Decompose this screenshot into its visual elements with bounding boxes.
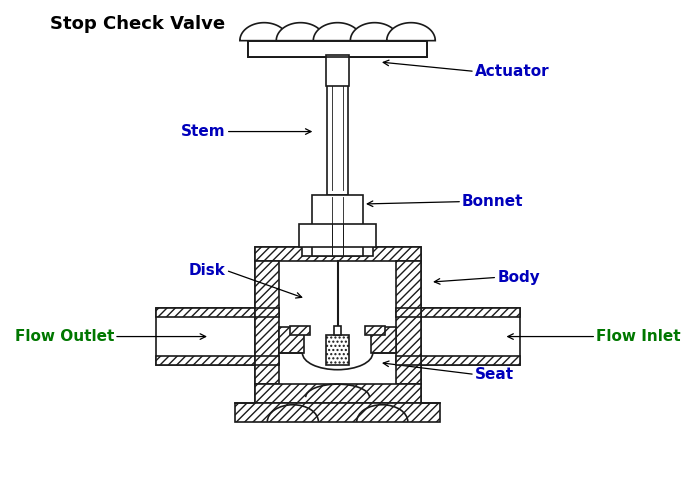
Bar [334,326,342,335]
Bar [299,224,376,247]
Text: Flow Outlet: Flow Outlet [15,329,114,344]
Bar [396,356,420,365]
Bar [371,327,396,353]
Polygon shape [387,23,435,41]
Bar [235,403,440,422]
Bar [156,308,255,317]
Polygon shape [313,23,362,41]
Text: Bonnet: Bonnet [462,194,523,209]
Bar [156,356,255,365]
Bar [420,356,520,365]
Text: Flow Inlet: Flow Inlet [596,329,681,344]
Bar [327,81,348,194]
Polygon shape [350,23,399,41]
Bar [365,326,386,335]
Text: Actuator: Actuator [475,64,549,79]
Bar [255,247,420,261]
Bar [396,261,420,384]
Bar [326,55,349,86]
Bar [420,308,520,317]
Bar [312,225,363,256]
Text: Body: Body [497,270,540,285]
Bar [255,247,420,403]
Text: Disk: Disk [189,263,226,278]
Bar [156,308,255,365]
Bar [255,356,279,365]
Bar [303,225,372,256]
Text: Seat: Seat [475,367,514,382]
Polygon shape [240,23,288,41]
Bar [255,308,279,317]
Text: Stop Check Valve: Stop Check Valve [50,15,226,33]
Polygon shape [276,23,325,41]
Bar [255,384,420,403]
Bar [396,308,420,317]
Text: Stem: Stem [181,124,226,139]
Bar [420,308,520,365]
Bar [326,335,349,365]
Bar [248,41,427,57]
Bar [255,261,279,384]
Bar [290,326,310,335]
Bar [312,194,363,228]
Bar [248,41,427,57]
Bar [279,327,304,353]
Bar [248,41,427,57]
